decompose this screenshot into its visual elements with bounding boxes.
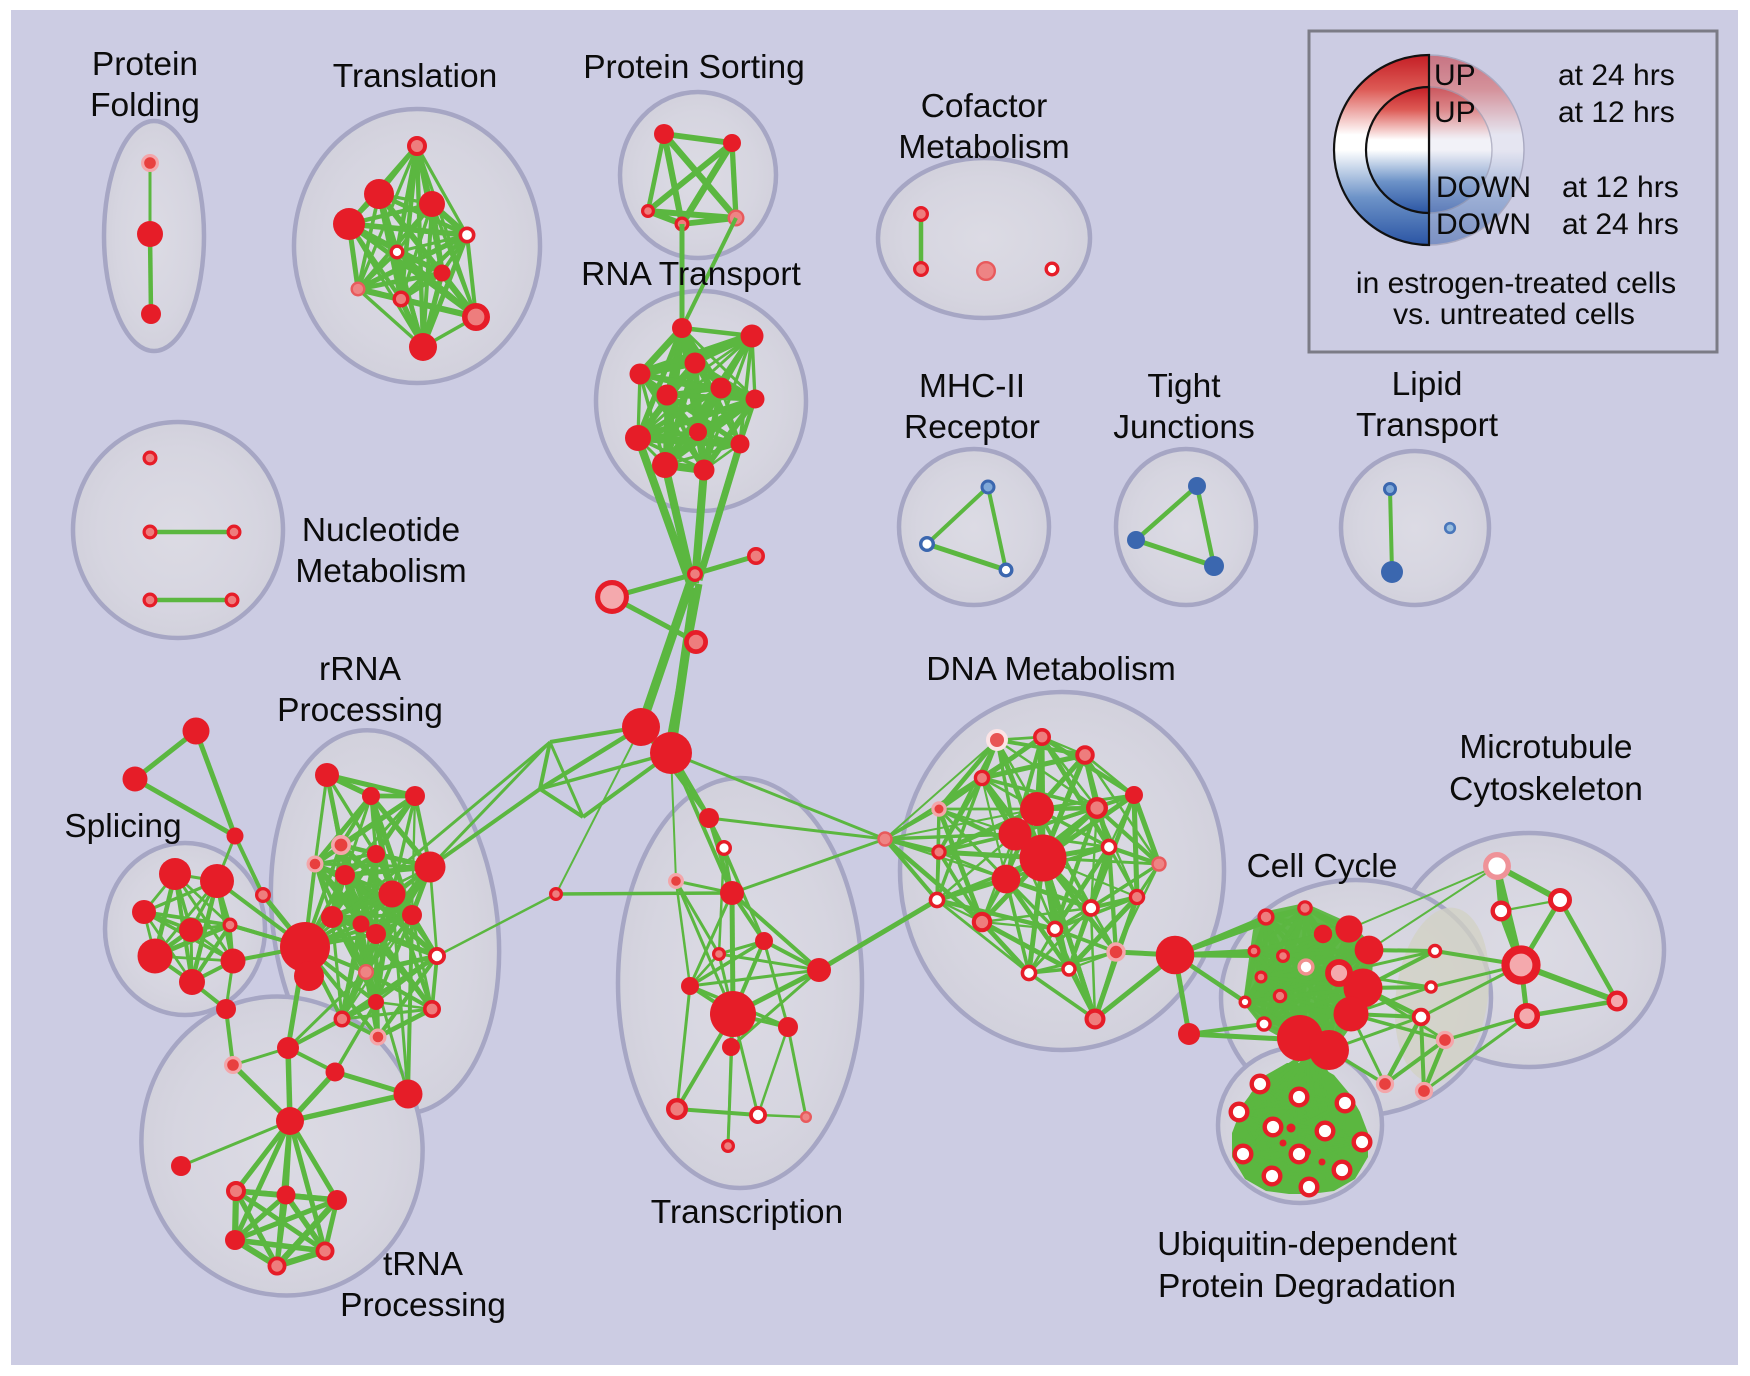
svg-text:Microtubule: Microtubule xyxy=(1459,729,1632,766)
svg-text:Cytoskeleton: Cytoskeleton xyxy=(1449,771,1643,808)
svg-text:RNA Transport: RNA Transport xyxy=(581,256,801,293)
svg-text:Nucleotide: Nucleotide xyxy=(302,512,460,549)
svg-text:rRNA: rRNA xyxy=(319,651,402,688)
svg-text:Translation: Translation xyxy=(333,58,497,95)
svg-text:at 12 hrs: at 12 hrs xyxy=(1558,96,1675,129)
svg-text:at 24 hrs: at 24 hrs xyxy=(1558,59,1675,92)
svg-text:at 24 hrs: at 24 hrs xyxy=(1562,208,1679,241)
svg-text:Splicing: Splicing xyxy=(64,808,181,845)
svg-text:at 12 hrs: at 12 hrs xyxy=(1562,171,1679,204)
svg-text:Transport: Transport xyxy=(1356,407,1499,444)
svg-text:Protein Degradation: Protein Degradation xyxy=(1158,1268,1456,1305)
svg-text:tRNA: tRNA xyxy=(383,1246,464,1283)
svg-text:DOWN: DOWN xyxy=(1436,171,1531,204)
svg-text:Protein Sorting: Protein Sorting xyxy=(583,49,805,86)
svg-text:Receptor: Receptor xyxy=(904,409,1040,446)
svg-text:Processing: Processing xyxy=(340,1287,506,1324)
svg-text:Lipid: Lipid xyxy=(1392,366,1463,403)
svg-text:Cell Cycle: Cell Cycle xyxy=(1247,848,1398,885)
svg-text:vs. untreated cells: vs. untreated cells xyxy=(1393,298,1635,331)
svg-text:Metabolism: Metabolism xyxy=(295,553,466,590)
svg-text:Metabolism: Metabolism xyxy=(898,129,1069,166)
svg-text:Cofactor: Cofactor xyxy=(921,88,1048,125)
svg-text:UP: UP xyxy=(1434,59,1476,92)
svg-text:MHC-II: MHC-II xyxy=(919,368,1025,405)
svg-text:Junctions: Junctions xyxy=(1113,409,1255,446)
svg-text:Folding: Folding xyxy=(90,87,200,124)
svg-text:DOWN: DOWN xyxy=(1436,208,1531,241)
svg-text:Protein: Protein xyxy=(92,46,198,83)
svg-text:Transcription: Transcription xyxy=(651,1194,843,1231)
svg-text:in estrogen-treated cells: in estrogen-treated cells xyxy=(1356,267,1676,300)
svg-text:Ubiquitin-dependent: Ubiquitin-dependent xyxy=(1157,1226,1458,1263)
svg-text:Processing: Processing xyxy=(277,692,443,729)
svg-text:Tight: Tight xyxy=(1147,368,1221,405)
svg-text:UP: UP xyxy=(1434,96,1476,129)
svg-text:DNA Metabolism: DNA Metabolism xyxy=(926,651,1175,688)
